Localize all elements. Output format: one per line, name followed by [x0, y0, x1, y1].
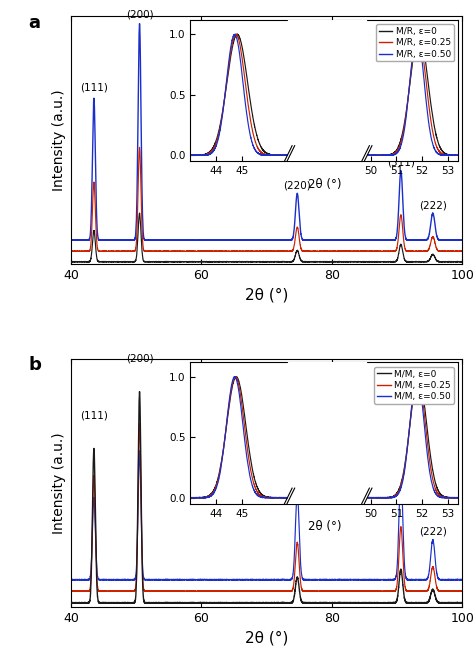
Text: (111): (111)	[80, 82, 108, 92]
Y-axis label: Intensity (a.u.): Intensity (a.u.)	[52, 432, 65, 533]
Text: (311): (311)	[387, 158, 415, 167]
Text: (220): (220)	[283, 478, 311, 488]
Text: (311): (311)	[387, 457, 415, 467]
Text: (200): (200)	[126, 354, 154, 364]
Text: a: a	[28, 14, 40, 32]
Text: (200): (200)	[126, 10, 154, 19]
Text: (111): (111)	[80, 410, 108, 421]
Text: (220): (220)	[283, 180, 311, 190]
Text: (222): (222)	[419, 201, 447, 211]
X-axis label: 2θ (°): 2θ (°)	[245, 288, 288, 303]
Text: b: b	[28, 356, 41, 374]
Y-axis label: Intensity (a.u.): Intensity (a.u.)	[52, 90, 65, 191]
Text: (222): (222)	[419, 527, 447, 537]
X-axis label: 2θ (°): 2θ (°)	[245, 630, 288, 645]
